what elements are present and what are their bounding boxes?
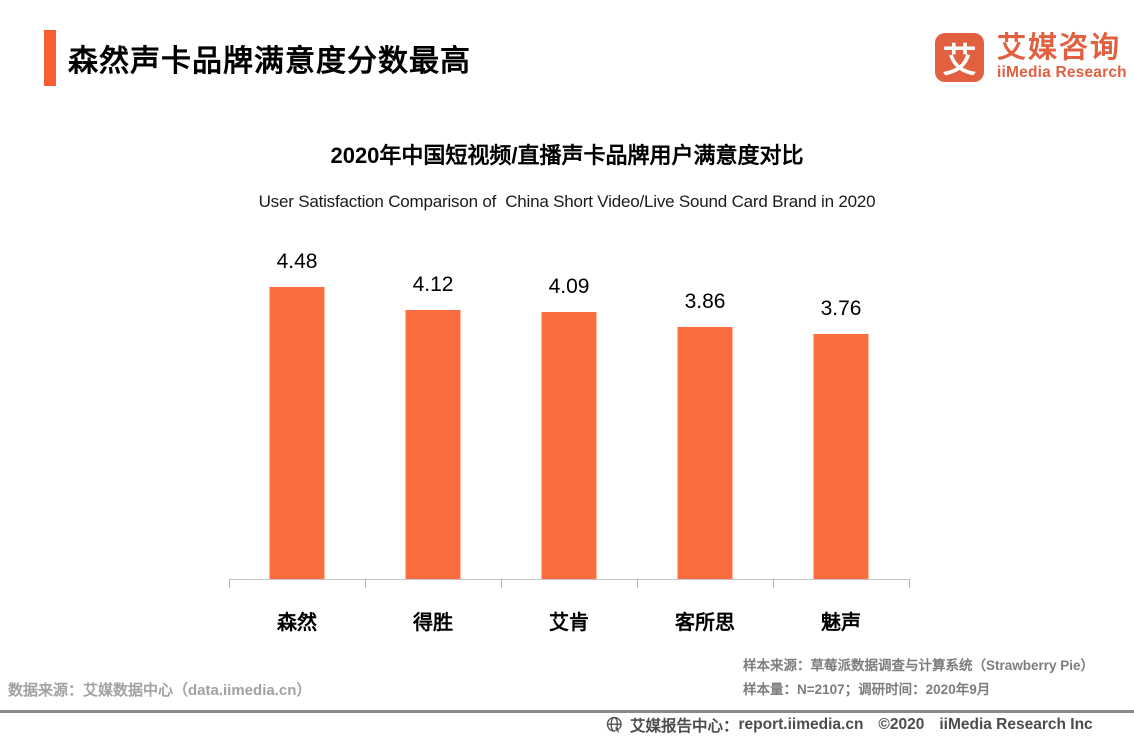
x-axis-tick <box>365 579 366 588</box>
footnote-sample-info: 样本量：N=2107；调研时间：2020年9月 <box>743 682 991 697</box>
plot-area: 4.48 4.12 4.09 3.86 3.76 <box>229 250 909 579</box>
bar-value-label: 4.09 <box>548 275 590 298</box>
x-axis-label: 森然 <box>277 612 317 634</box>
title-accent-bar <box>44 30 56 86</box>
bar <box>813 334 869 579</box>
bar-column: 4.48 <box>229 250 365 579</box>
x-axis-tick <box>501 579 502 588</box>
footer: 艾媒报告中心： report.iimedia.cn ©2020 iiMedia … <box>606 713 1093 737</box>
x-axis-label: 艾肯 <box>549 612 589 634</box>
bar <box>677 327 733 579</box>
footnote-sample: 样本来源：草莓派数据调查与计算系统（Strawberry Pie） 样本量：N=… <box>743 654 1094 702</box>
footer-url: report.iimedia.cn <box>738 716 864 733</box>
x-axis-tick <box>909 579 910 588</box>
footer-copyright: ©2020 <box>878 716 925 733</box>
x-axis-tick <box>773 579 774 588</box>
chart-title: 2020年中国短视频/直播声卡品牌用户满意度对比 <box>330 143 804 168</box>
chart-subtitle: User Satisfaction Comparison of China Sh… <box>258 192 876 211</box>
bar-value-label: 4.12 <box>412 273 454 296</box>
logo-text: 艾媒咨询 iiMedia Research <box>997 33 1127 82</box>
footer-label: 艾媒报告中心： <box>630 718 739 735</box>
bar <box>405 310 461 579</box>
logo-name-cn: 艾媒咨询 <box>997 32 1122 64</box>
logo-mark-icon: 艾 <box>935 33 984 83</box>
logo-name-en: iiMedia Research <box>997 64 1127 82</box>
x-axis-line <box>229 579 910 588</box>
x-axis-labels: 森然 得胜 艾肯 客所思 魅声 <box>229 606 909 634</box>
footnote-sample-source: 样本来源：草莓派数据调查与计算系统（Strawberry Pie） <box>743 658 1095 673</box>
x-axis-label: 魅声 <box>821 612 861 634</box>
x-axis-label: 客所思 <box>675 612 735 634</box>
x-axis-tick <box>229 579 230 588</box>
x-axis-tick <box>637 579 638 588</box>
bar <box>269 287 325 579</box>
x-axis-label: 得胜 <box>413 612 453 634</box>
iimedia-logo: 艾 艾媒咨询 iiMedia Research <box>935 33 1127 83</box>
globe-cursor-icon <box>606 716 624 734</box>
bar-column: 4.09 <box>501 253 637 579</box>
bar-value-label: 3.86 <box>684 290 726 313</box>
bar-value-label: 4.48 <box>276 250 318 273</box>
bar-column: 3.76 <box>773 253 909 579</box>
footer-divider <box>0 710 1134 713</box>
footnote-data-source: 数据来源：艾媒数据中心（data.iimedia.cn） <box>8 682 312 699</box>
bar <box>541 312 597 579</box>
page-title: 森然声卡品牌满意度分数最高 <box>68 45 471 78</box>
bar-value-label: 3.76 <box>820 297 862 320</box>
bar-column: 4.12 <box>365 253 501 579</box>
footer-company: iiMedia Research Inc <box>939 716 1093 733</box>
bar-column: 3.86 <box>637 253 773 579</box>
